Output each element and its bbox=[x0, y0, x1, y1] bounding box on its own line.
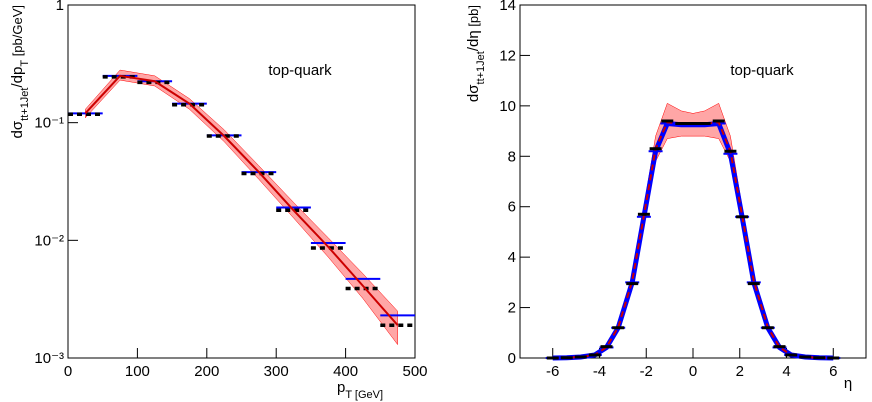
label-part: tt+1Jet bbox=[475, 51, 487, 84]
x-tick-label: 0 bbox=[689, 363, 697, 380]
label-part: dσ bbox=[465, 84, 482, 102]
y-tick-label: 10⁻¹ bbox=[34, 115, 64, 132]
y-tick-label: 12 bbox=[499, 47, 516, 64]
label-part: T bbox=[19, 60, 31, 67]
label-part: dσ bbox=[9, 120, 26, 138]
x-tick-label: -6 bbox=[546, 363, 559, 380]
annotation: top-quark bbox=[268, 62, 332, 79]
label-part: tt+1Jet bbox=[19, 88, 31, 121]
label-part: /dη bbox=[465, 30, 482, 51]
x-tick-label: 0 bbox=[64, 363, 72, 380]
label-part: p bbox=[337, 379, 345, 396]
x-tick-label: 6 bbox=[829, 363, 837, 380]
label-part: η bbox=[844, 375, 852, 392]
axis-label: pT [GeV] bbox=[337, 379, 383, 401]
y-tick-label: 10⁻³ bbox=[34, 350, 64, 367]
axis-label: dσtt+1Jet/dη [pb] bbox=[465, 5, 487, 102]
y-tick-label: 1 bbox=[56, 0, 64, 14]
plot-frame bbox=[519, 4, 867, 359]
annotation: top-quark bbox=[730, 62, 794, 79]
y-tick-label: 4 bbox=[508, 249, 516, 266]
x-tick-label: 200 bbox=[194, 363, 219, 380]
label-part: T [GeV] bbox=[345, 389, 383, 401]
series-line bbox=[552, 121, 834, 359]
axis-label: η bbox=[844, 375, 852, 392]
x-tick-label: 500 bbox=[402, 363, 427, 380]
y-tick-label: 6 bbox=[508, 199, 516, 216]
y-tick-label: 10⁻² bbox=[34, 232, 64, 249]
series-line bbox=[84, 74, 399, 326]
x-tick-label: 2 bbox=[736, 363, 744, 380]
plot-frame bbox=[67, 4, 416, 359]
x-tick-label: -4 bbox=[593, 363, 606, 380]
series-line bbox=[552, 120, 834, 361]
x-tick-label: 4 bbox=[782, 363, 790, 380]
x-tick-label: -2 bbox=[640, 363, 653, 380]
label-part: [pb/GeV] bbox=[10, 5, 25, 60]
label-part: /dp bbox=[9, 67, 26, 88]
x-tick-label: 400 bbox=[333, 363, 358, 380]
label-part: [pb] bbox=[466, 5, 481, 30]
y-tick-label: 2 bbox=[508, 300, 516, 317]
x-tick-label: 300 bbox=[264, 363, 289, 380]
y-tick-label: 10 bbox=[499, 98, 516, 115]
y-tick-label: 0 bbox=[508, 350, 516, 367]
y-tick-label: 8 bbox=[508, 148, 516, 165]
x-tick-label: 100 bbox=[125, 363, 150, 380]
uncertainty-band bbox=[85, 69, 398, 346]
uncertainty-band bbox=[552, 102, 834, 359]
axis-label: dσtt+1Jet/dpT [pb/GeV] bbox=[9, 5, 31, 138]
y-tick-label: 14 bbox=[499, 0, 516, 14]
